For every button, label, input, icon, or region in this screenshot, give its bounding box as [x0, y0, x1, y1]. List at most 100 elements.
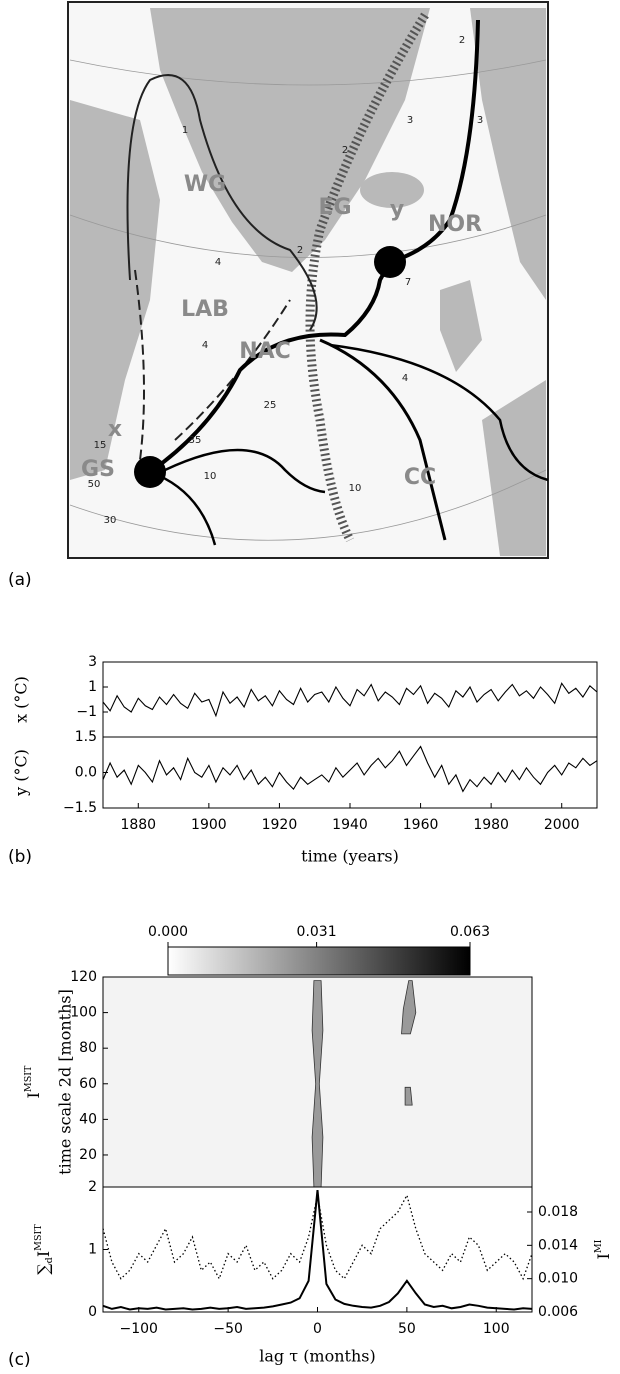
- scandinavia: [470, 8, 546, 300]
- x-tick-label: 1940: [332, 817, 368, 833]
- current-label: 2: [342, 145, 348, 156]
- map-label: NOR: [428, 212, 482, 237]
- y-tick-label: −1: [76, 704, 97, 720]
- latitude-line: [69, 59, 547, 541]
- axes-frame: [102, 1186, 533, 1313]
- current-label: 10: [349, 483, 362, 494]
- current-label: 4: [402, 373, 408, 384]
- series-line: [102, 745, 598, 793]
- x-tick-label: −50: [213, 1321, 243, 1337]
- current-label: 4: [215, 257, 221, 268]
- y-tick-label: 0.006: [538, 1304, 578, 1320]
- labrador: [70, 100, 160, 480]
- x-tick-label: 50: [398, 1321, 416, 1337]
- series-line: [102, 1190, 533, 1311]
- map-label: CC: [404, 465, 436, 490]
- current-label: 1: [182, 125, 188, 136]
- map-label: NAC: [239, 339, 291, 364]
- greenland: [150, 8, 430, 272]
- current-label: 2: [297, 245, 303, 256]
- point-x: [134, 456, 166, 488]
- y-axis-label-part: d: [44, 1257, 55, 1263]
- x-axis-label: lag τ (months): [259, 1347, 375, 1366]
- map: [67, 1, 549, 559]
- y-tick-label: 20: [79, 1147, 97, 1163]
- map-label: LAB: [181, 297, 229, 322]
- contour: [311, 980, 324, 1188]
- contour: [404, 1086, 413, 1106]
- map-label: GS: [81, 457, 115, 482]
- contour: [401, 980, 417, 1035]
- x-tick-label: 1900: [191, 817, 227, 833]
- x-tick-label: 1960: [403, 817, 439, 833]
- y-axis-main-label: IMSIT: [23, 1065, 43, 1099]
- y-axis-label-part: ∑: [34, 1263, 53, 1275]
- y-axis-label: time scale 2d [months]: [56, 989, 75, 1175]
- x-tick-label: 1880: [120, 817, 156, 833]
- panel-label: (a): [8, 570, 32, 590]
- map-label: x: [108, 417, 122, 442]
- y-tick-label: 120: [70, 969, 97, 985]
- axes-frame: [102, 736, 598, 809]
- panel-label: (b): [8, 847, 32, 867]
- current-label: 10: [204, 471, 217, 482]
- point-y: [374, 246, 406, 278]
- current-label: 30: [104, 515, 117, 526]
- map-label: EG: [318, 195, 351, 220]
- y-tick-label: 1: [88, 679, 97, 695]
- north-atlantic-current: [148, 19, 480, 474]
- map-label: WG: [184, 172, 226, 197]
- current-label: 2: [459, 35, 465, 46]
- y-axis-label: ∑dIMSIT: [33, 1224, 55, 1275]
- current-label: 35: [189, 435, 202, 446]
- y-tick-label: 1.5: [75, 729, 97, 745]
- colorbar-tick-label: 0.063: [450, 924, 490, 940]
- y-tick-label: 0.0: [75, 765, 97, 781]
- y-tick-label: 80: [79, 1040, 97, 1056]
- y-axis-label-part: I: [34, 1251, 53, 1257]
- series-line: [102, 1193, 533, 1281]
- current-label: 4: [202, 340, 208, 351]
- west-greenland-current: [126, 74, 318, 331]
- panel-label: (c): [8, 1350, 31, 1370]
- y-tick-label: −1.5: [63, 800, 97, 816]
- y-axis-label-part: MSIT: [33, 1224, 44, 1251]
- current-label: 15: [94, 440, 107, 451]
- europe: [482, 380, 546, 556]
- current-label: 3: [407, 115, 413, 126]
- y-tick-label: 0.018: [538, 1204, 578, 1220]
- y2-axis-label-part: MI: [593, 1239, 604, 1253]
- y-tick-label: 40: [79, 1111, 97, 1127]
- y-tick-label: 60: [79, 1076, 97, 1092]
- current-label: 50: [88, 479, 101, 490]
- x-tick-label: −100: [120, 1321, 158, 1337]
- colorbar: [167, 946, 471, 976]
- y-axis-label: y (°C): [12, 749, 31, 797]
- y2-axis-label: IMI: [593, 1239, 613, 1259]
- canary-current: [319, 338, 447, 541]
- british-isles: [440, 280, 482, 372]
- colorbar-tick-label: 0.031: [297, 924, 337, 940]
- y-tick-label: 0.010: [538, 1271, 578, 1287]
- y-axis-label: x (°C): [12, 676, 31, 723]
- current-label: 3: [477, 115, 483, 126]
- y-tick-label: 0.014: [538, 1237, 578, 1253]
- y-tick-label: 3: [88, 654, 97, 670]
- x-tick-label: 0: [313, 1321, 322, 1337]
- iceland: [360, 172, 424, 208]
- y-axis-main-label-part: I: [24, 1092, 43, 1098]
- y-tick-label: 0: [88, 1304, 97, 1320]
- y-tick-label: 100: [70, 1005, 97, 1021]
- series-line: [102, 682, 598, 718]
- y-axis-main-label-part: MSIT: [23, 1065, 34, 1092]
- current-label: 25: [264, 400, 277, 411]
- y-tick-label: 2: [88, 1179, 97, 1195]
- x-tick-label: 1980: [473, 817, 509, 833]
- labrador-current: [134, 269, 291, 461]
- x-tick-label: 100: [483, 1321, 510, 1337]
- east-greenland-current: [305, 12, 429, 543]
- colorbar-tick-label: 0.000: [148, 924, 188, 940]
- y2-axis-label-part: I: [594, 1253, 613, 1259]
